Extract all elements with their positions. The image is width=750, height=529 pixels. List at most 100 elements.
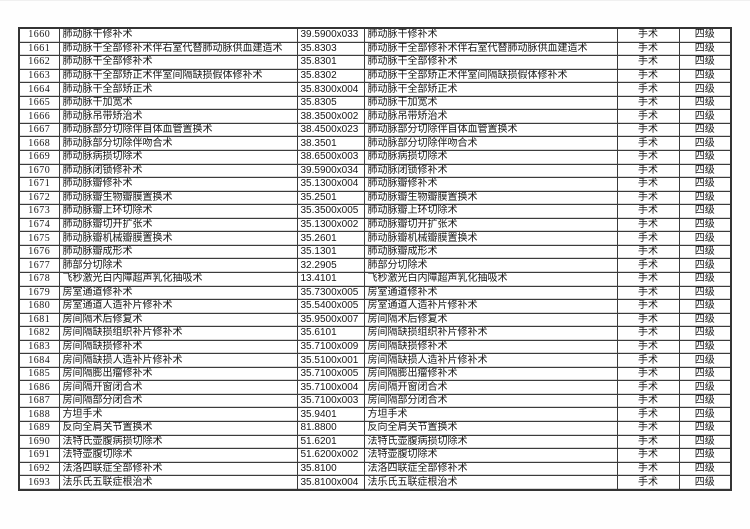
procedure-name: 肺动脉瓣上环切除术 xyxy=(58,204,298,219)
procedure-code: 35.8300x004 xyxy=(296,82,365,97)
table-row: 1687 房间隔部分闭合术 35.7100x003 房间隔部分闭合术 手术 四级 xyxy=(18,393,732,409)
category-cell: 手术 xyxy=(616,258,680,273)
table-row: 1692 法洛四联症全部修补术 35.8100 法洛四联症全部修补术 手术 四级 xyxy=(18,461,732,477)
table-row: 1675 肺动脉瓣机械瓣膜置换术 35.2601 肺动脉瓣机械瓣膜置换术 手术 … xyxy=(18,231,732,246)
table-row: 1663 肺动脉干全部矫正术伴室间隔缺损假体修补术 35.8302 肺动脉干全部… xyxy=(18,68,732,84)
procedure-code: 38.3500x002 xyxy=(296,109,365,124)
table-row: 1670 肺动脉闭锁修补术 39.5900x034 肺动脉闭锁修补术 手术 四级 xyxy=(18,163,732,179)
procedure-code: 35.7100x005 xyxy=(296,366,365,382)
table-row: 1661 肺动脉干全部修补术伴右室代替肺动脉供血建造术 35.8303 肺动脉干… xyxy=(18,41,732,57)
table-row: 1662 肺动脉干全部修补术 35.8301 肺动脉干全部修补术 手术 四级 xyxy=(18,55,732,70)
procedure-name: 肺动脉部分切除伴自体血管置换术 xyxy=(58,122,298,138)
row-number: 1661 xyxy=(18,41,60,57)
category-cell: 手术 xyxy=(616,41,680,57)
procedure-name-secondary: 肺动脉部分切除伴吻合术 xyxy=(363,136,618,152)
row-number: 1685 xyxy=(18,366,60,382)
table-row: 1680 房室通道人造补片修补术 35.5400x005 房室通道人造补片修补术… xyxy=(18,299,732,314)
row-number: 1671 xyxy=(18,177,60,192)
row-number: 1660 xyxy=(18,27,60,43)
procedure-name: 肺动脉干全部修补术 xyxy=(58,55,298,70)
level-cell: 四级 xyxy=(678,163,732,179)
level-cell: 四级 xyxy=(678,326,732,341)
table-row: 1667 肺动脉部分切除伴自体血管置换术 38.4500x023 肺动脉部分切除… xyxy=(18,122,732,138)
level-cell: 四级 xyxy=(678,244,732,260)
category-cell: 手术 xyxy=(616,312,680,328)
category-cell: 手术 xyxy=(616,190,680,206)
table-row: 1674 肺动脉瓣切开扩张术 35.1300x002 肺动脉瓣切开扩张术 手术 … xyxy=(18,217,732,233)
procedure-code: 35.9500x007 xyxy=(296,312,365,328)
level-cell: 四级 xyxy=(678,420,732,436)
category-cell: 手术 xyxy=(616,82,680,97)
row-number: 1665 xyxy=(18,95,60,111)
row-number: 1693 xyxy=(18,475,60,491)
table-row: 1688 方坦手术 35.9401 方坦手术 手术 四级 xyxy=(18,407,732,422)
procedure-name-secondary: 房间隔缺损修补术 xyxy=(363,339,618,355)
procedure-name-secondary: 房间隔开窗闭合术 xyxy=(363,380,618,395)
table-row: 1672 肺动脉瓣生物瓣膜置换术 35.2501 肺动脉瓣生物瓣膜置换术 手术 … xyxy=(18,190,732,206)
row-number: 1673 xyxy=(18,204,60,219)
procedure-name: 肺动脉瓣修补术 xyxy=(58,177,298,192)
level-cell: 四级 xyxy=(678,122,732,138)
procedure-name: 房间隔部分闭合术 xyxy=(58,393,298,409)
level-cell: 四级 xyxy=(678,204,732,219)
table-row: 1671 肺动脉瓣修补术 35.1300x004 肺动脉瓣修补术 手术 四级 xyxy=(18,177,732,192)
level-cell: 四级 xyxy=(678,353,732,368)
level-cell: 四级 xyxy=(678,136,732,152)
procedure-name-secondary: 肺动脉闭锁修补术 xyxy=(363,163,618,179)
procedure-name: 肺动脉干全部矫正术 xyxy=(58,82,298,97)
row-number: 1686 xyxy=(18,380,60,395)
procedure-name-secondary: 法特氏壶腹病损切除术 xyxy=(363,434,618,450)
level-cell: 四级 xyxy=(678,41,732,57)
table-row: 1683 房间隔缺损修补术 35.7100x009 房间隔缺损修补术 手术 四级 xyxy=(18,339,732,355)
level-cell: 四级 xyxy=(678,285,732,301)
row-number: 1681 xyxy=(18,312,60,328)
procedure-name-secondary: 肺动脉干全部矫正术伴室间隔缺损假体修补术 xyxy=(363,68,618,84)
table-row: 1682 房间隔缺损组织补片修补术 35.6101 房间隔缺损组织补片修补术 手… xyxy=(18,326,732,341)
category-cell: 手术 xyxy=(616,407,680,422)
category-cell: 手术 xyxy=(616,393,680,409)
row-number: 1667 xyxy=(18,122,60,138)
row-number: 1689 xyxy=(18,420,60,436)
level-cell: 四级 xyxy=(678,109,732,124)
level-cell: 四级 xyxy=(678,407,732,422)
row-number: 1662 xyxy=(18,55,60,70)
procedure-code: 35.7100x003 xyxy=(296,393,365,409)
procedure-name: 法特氏壶腹病损切除术 xyxy=(58,434,298,450)
procedure-name: 肺部分切除术 xyxy=(58,258,298,273)
procedure-name-secondary: 法特壶腹切除术 xyxy=(363,448,618,463)
procedure-name: 飞秒激光白内障超声乳化抽吸术 xyxy=(58,271,298,287)
table-row: 1689 反向全肩关节置换术 81.8800 反向全肩关节置换术 手术 四级 xyxy=(18,420,732,436)
table-row: 1666 肺动脉吊带矫治术 38.3500x002 肺动脉吊带矫治术 手术 四级 xyxy=(18,109,732,124)
procedure-code: 35.8301 xyxy=(296,55,365,70)
procedure-name: 肺动脉瓣机械瓣膜置换术 xyxy=(58,231,298,246)
procedure-name: 肺动脉瓣成形术 xyxy=(58,244,298,260)
procedure-name-secondary: 房室通道人造补片修补术 xyxy=(363,299,618,314)
category-cell: 手术 xyxy=(616,339,680,355)
table-row: 1676 肺动脉瓣成形术 35.1301 肺动脉瓣成形术 手术 四级 xyxy=(18,244,732,260)
category-cell: 手术 xyxy=(616,122,680,138)
table-row: 1684 房间隔缺损人造补片修补术 35.5100x001 房间隔缺损人造补片修… xyxy=(18,353,732,368)
level-cell: 四级 xyxy=(678,434,732,450)
procedure-code: 51.6200x002 xyxy=(296,448,365,463)
row-number: 1679 xyxy=(18,285,60,301)
procedure-name-secondary: 肺动脉瓣生物瓣膜置换术 xyxy=(363,190,618,206)
procedure-code: 35.5400x005 xyxy=(296,299,365,314)
level-cell: 四级 xyxy=(678,380,732,395)
row-number: 1666 xyxy=(18,109,60,124)
procedure-table-body: 1660 肺动脉干修补术 39.5900x033 肺动脉干修补术 手术 四级 1… xyxy=(18,27,732,491)
procedure-code: 35.8100 xyxy=(296,461,365,477)
procedure-code: 35.7100x009 xyxy=(296,339,365,355)
table-row: 1660 肺动脉干修补术 39.5900x033 肺动脉干修补术 手术 四级 xyxy=(18,27,732,43)
level-cell: 四级 xyxy=(678,82,732,97)
procedure-name: 法洛四联症全部修补术 xyxy=(58,461,298,477)
procedure-table: 1660 肺动脉干修补术 39.5900x033 肺动脉干修补术 手术 四级 1… xyxy=(18,27,732,491)
procedure-name: 房间隔膨出瘤修补术 xyxy=(58,366,298,382)
level-cell: 四级 xyxy=(678,312,732,328)
category-cell: 手术 xyxy=(616,163,680,179)
category-cell: 手术 xyxy=(616,27,680,43)
procedure-code: 35.1301 xyxy=(296,244,365,260)
procedure-name-secondary: 房室通道修补术 xyxy=(363,285,618,301)
level-cell: 四级 xyxy=(678,68,732,84)
procedure-name: 房间隔缺损组织补片修补术 xyxy=(58,326,298,341)
